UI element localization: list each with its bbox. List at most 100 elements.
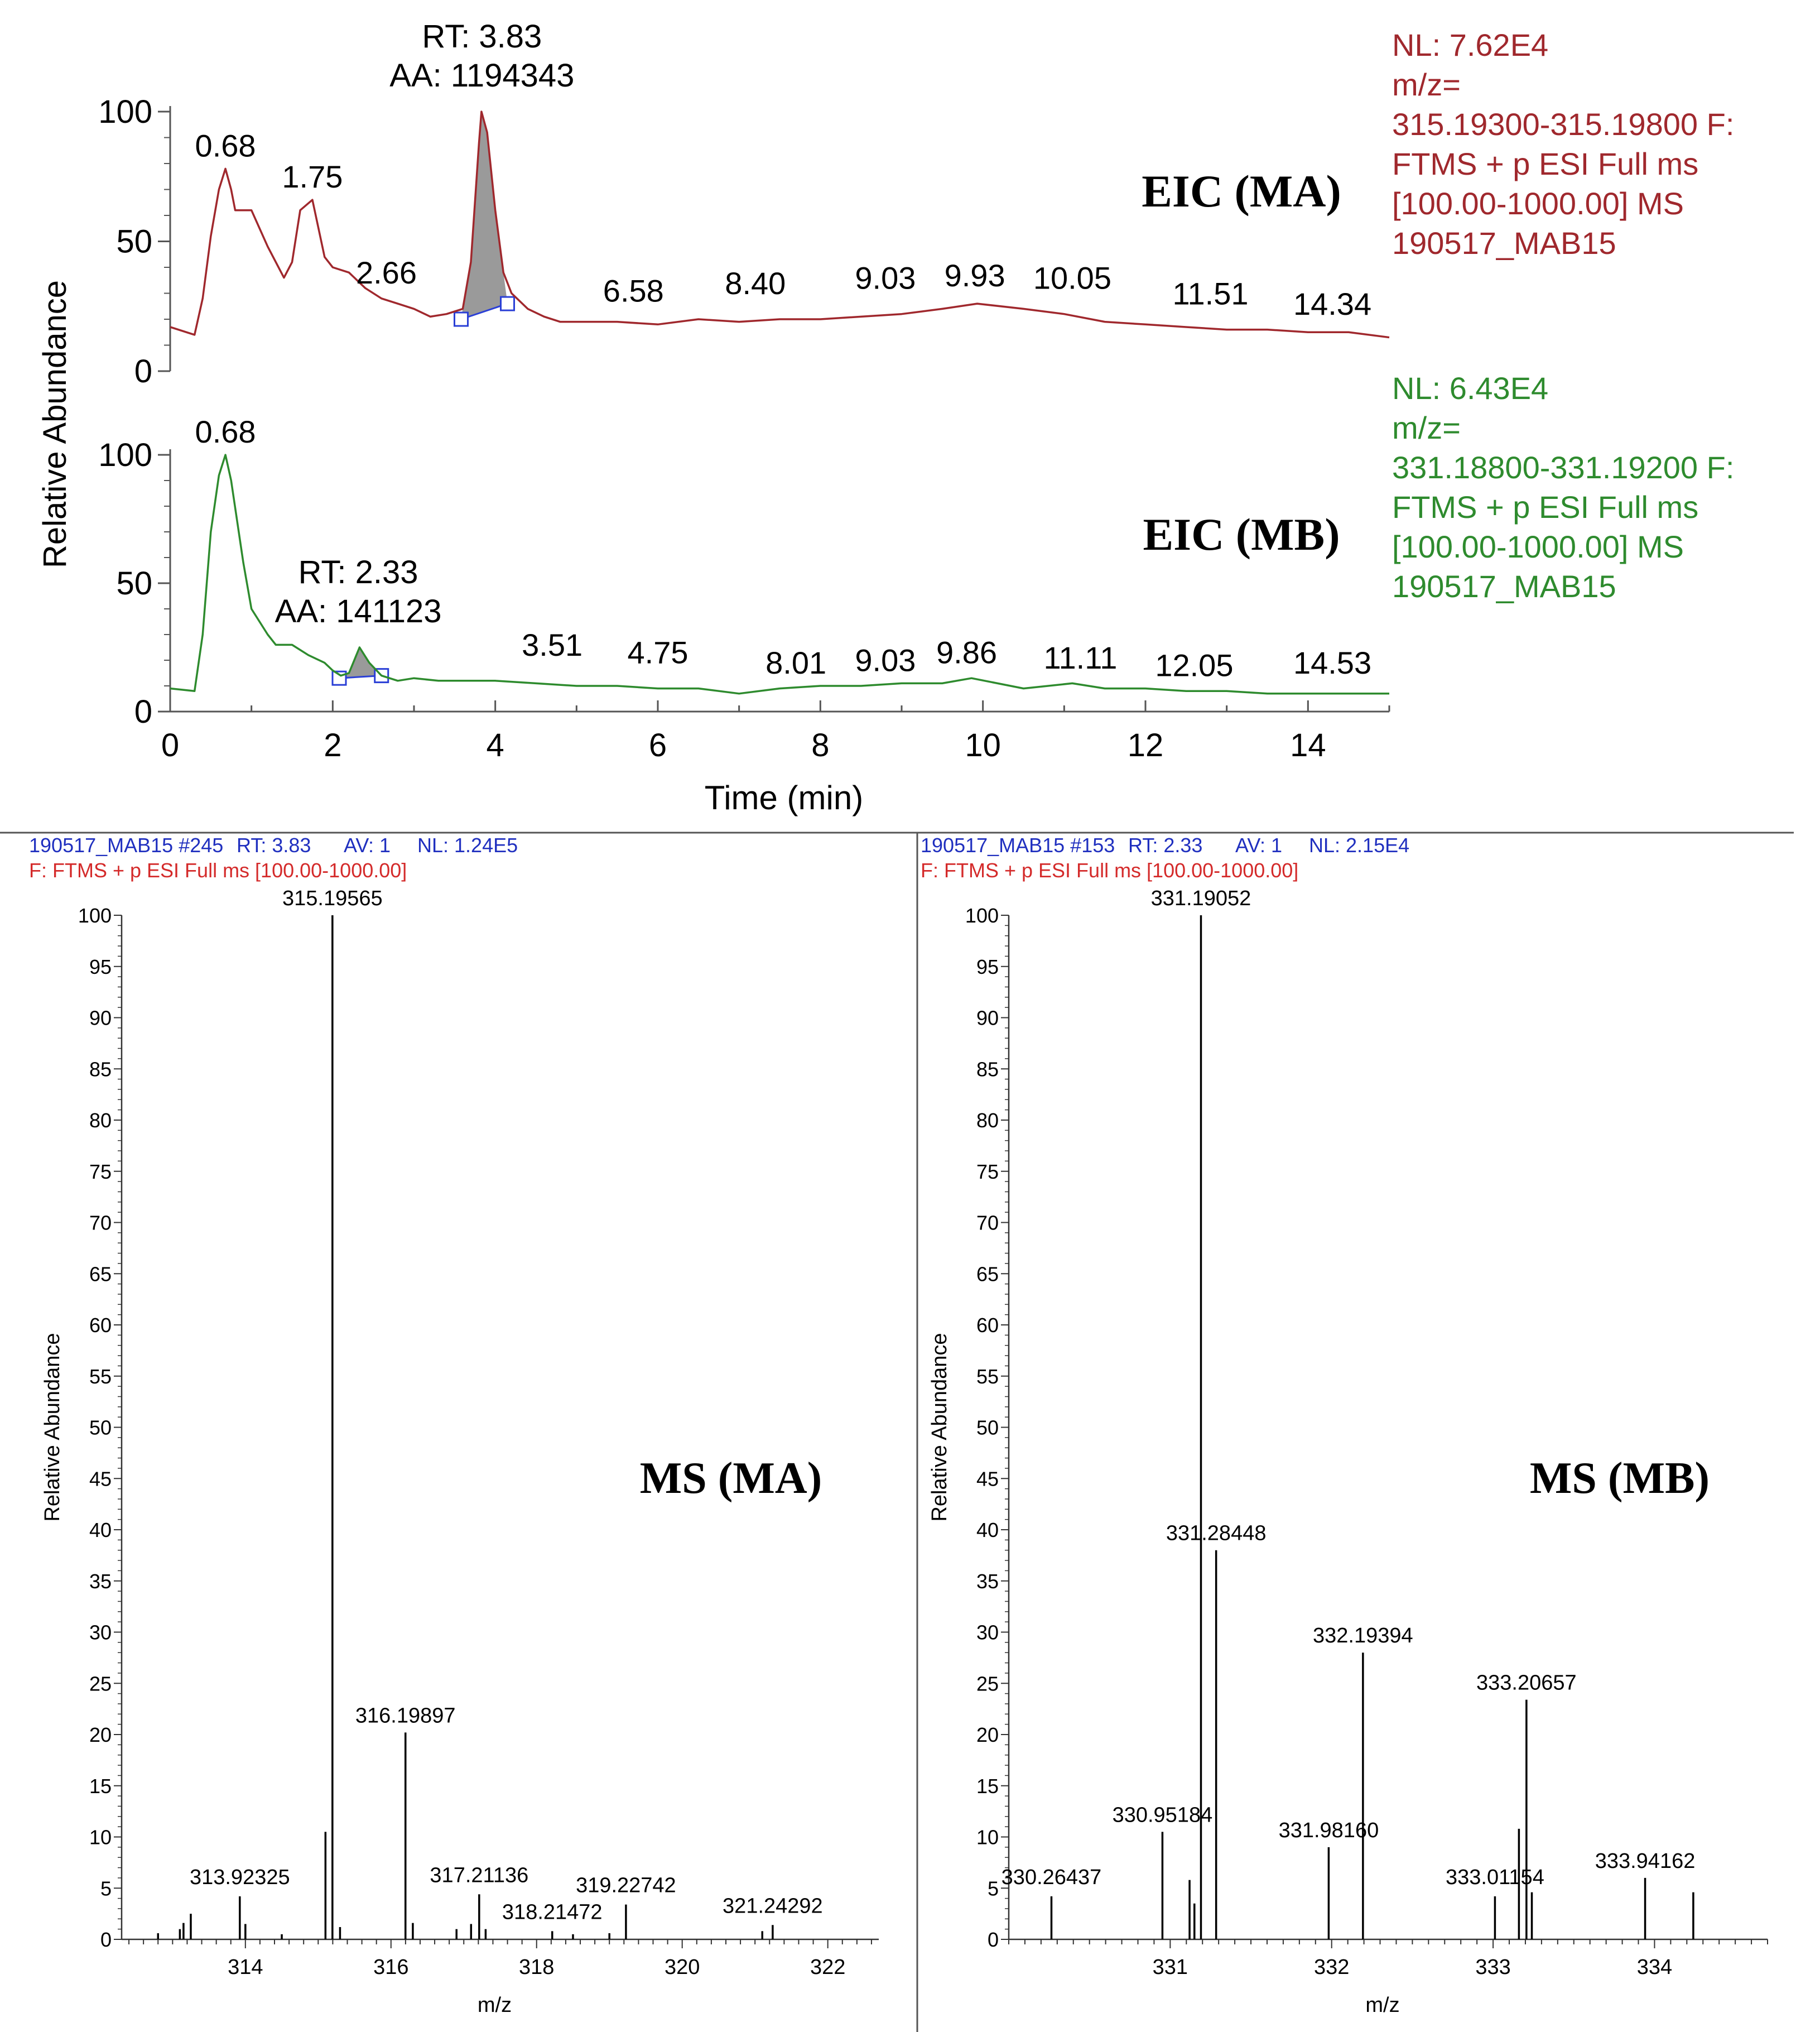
- ms-y-tick-label: 90: [976, 1007, 999, 1030]
- eic-x-tick-label: 6: [649, 727, 667, 763]
- eic-info-line: 190517_MAB15: [1392, 225, 1616, 261]
- ms-y-tick-label: 85: [976, 1058, 999, 1080]
- eic-x-tick-label: 8: [811, 727, 829, 763]
- eic-title: EIC (MA): [1142, 166, 1341, 217]
- eic-info-line: FTMS + p ESI Full ms: [1392, 489, 1698, 525]
- ms-y-tick-label: 45: [976, 1467, 999, 1490]
- eic-y-tick-label: 50: [116, 224, 152, 260]
- ms-y-tick-label: 20: [976, 1723, 999, 1746]
- ms-y-tick-label: 25: [89, 1672, 112, 1695]
- ms-x-tick-label: 334: [1637, 1956, 1672, 1979]
- eic-info-line: 190517_MAB15: [1392, 569, 1616, 604]
- ms-y-tick-label: 100: [78, 904, 112, 927]
- ms-y-tick-label: 95: [89, 955, 112, 978]
- ms-y-tick-label: 25: [976, 1672, 999, 1695]
- ms-y-tick-label: 85: [89, 1058, 112, 1080]
- ms-y-tick-label: 0: [100, 1928, 112, 1951]
- ms-peak-label: 330.95184: [1113, 1803, 1213, 1827]
- ms-y-tick-label: 5: [988, 1877, 999, 1900]
- peak-time-label: 3.51: [522, 627, 582, 662]
- peak-rt-label: RT: 3.83: [422, 18, 542, 55]
- ms-y-tick-label: 70: [89, 1212, 112, 1234]
- peak-boundary-marker: [500, 296, 516, 311]
- ms-header-field: RT: 2.33: [1128, 834, 1202, 857]
- ms-peak-label: 333.01154: [1446, 1866, 1544, 1889]
- ms-title: MS (MB): [1530, 1454, 1710, 1503]
- ms-peak-label: 333.94162: [1595, 1850, 1696, 1873]
- ms-x-tick-label: 320: [665, 1956, 700, 1979]
- ms-y-tick-label: 0: [988, 1928, 999, 1951]
- peak-time-label: 2.66: [356, 255, 417, 290]
- peak-time-label: 0.68: [195, 414, 256, 449]
- peak-time-label: 9.03: [855, 642, 916, 678]
- peak-area: [339, 647, 382, 679]
- ms-x-tick-label: 331: [1153, 1956, 1188, 1979]
- peak-time-label: 8.40: [725, 266, 786, 301]
- ms-y-tick-label: 30: [89, 1621, 112, 1644]
- eic-y-tick-label: 100: [98, 437, 152, 473]
- ms-y-axis-label: Relative Abundance: [928, 1333, 951, 1521]
- eic-chart-mb: 0 50 100 0 2 4 6 8 10 12 14 0.68 3.51 4.75 8.01 9.03 9.8…: [98, 371, 1734, 763]
- eic-x-tick-label: 0: [161, 727, 179, 763]
- peak-time-label: 12.05: [1155, 648, 1233, 683]
- eic-info-line: 331.18800-331.19200 F:: [1392, 450, 1734, 485]
- peak-time-label: 14.53: [1293, 645, 1371, 680]
- peak-time-label: 1.75: [282, 159, 343, 194]
- eic-y-axis-label: Relative Abundance: [37, 280, 73, 568]
- ms-header-field: AV: 1: [344, 834, 391, 857]
- ms-x-tick-label: 314: [228, 1956, 263, 1979]
- ms-peak-label: 318.21472: [502, 1900, 603, 1924]
- peak-time-label: 9.86: [936, 635, 997, 670]
- ms-y-tick-label: 30: [976, 1621, 999, 1644]
- peak-area-label: AA: 141123: [275, 593, 442, 630]
- eic-title: EIC (MB): [1143, 509, 1340, 560]
- ms-y-tick-label: 45: [89, 1467, 112, 1490]
- ms-y-tick-label: 80: [89, 1109, 112, 1132]
- eic-info-line: FTMS + p ESI Full ms: [1392, 146, 1698, 181]
- ms-y-tick-label: 50: [89, 1416, 112, 1439]
- eic-trace: [170, 454, 1389, 695]
- ms-y-tick-label: 60: [976, 1314, 999, 1337]
- ms-x-tick-label: 316: [373, 1956, 408, 1979]
- eic-info-line: m/z=: [1392, 67, 1461, 102]
- ms-peak-label: 333.20657: [1476, 1671, 1577, 1695]
- ms-header-filter: F: FTMS + p ESI Full ms [100.00-1000.00]: [921, 859, 1298, 882]
- eic-x-axis-label: Time (min): [705, 779, 863, 816]
- peak-time-label: 4.75: [628, 635, 688, 670]
- ms-peak-label: 316.19897: [355, 1704, 456, 1727]
- ms-y-tick-label: 5: [100, 1877, 112, 1900]
- peak-area-label: AA: 1194343: [389, 57, 574, 94]
- ms-spectrum-ma: 190517_MAB15 #245 RT: 3.83 AV: 1 NL: 1.24E5…: [29, 834, 879, 2017]
- eic-x-tick-label: 10: [965, 727, 1001, 763]
- eic-info-line: 315.19300-315.19800 F:: [1392, 107, 1734, 142]
- ms-y-tick-label: 35: [89, 1570, 112, 1593]
- ms-y-tick-label: 35: [976, 1570, 999, 1593]
- eic-x-tick-label: 4: [487, 727, 504, 763]
- ms-x-tick-label: 333: [1475, 1956, 1510, 1979]
- ms-x-tick-label: 322: [810, 1956, 845, 1979]
- eic-trace: [170, 111, 1390, 339]
- ms-y-tick-label: 40: [976, 1519, 999, 1541]
- ms-y-tick-label: 55: [976, 1365, 999, 1388]
- ms-y-tick-label: 60: [89, 1314, 112, 1337]
- eic-info-line: [100.00-1000.00] MS: [1392, 186, 1684, 221]
- ms-peak-label: 315.19565: [282, 887, 383, 910]
- ms-peak-label: 321.24292: [723, 1894, 823, 1918]
- ms-peak-label: 313.92325: [190, 1866, 290, 1889]
- ms-y-tick-label: 90: [89, 1007, 112, 1030]
- ms-y-tick-label: 10: [89, 1826, 112, 1849]
- eic-info-line: m/z=: [1392, 410, 1461, 445]
- ms-header-field: NL: 2.15E4: [1309, 834, 1409, 857]
- ms-y-tick-label: 80: [976, 1109, 999, 1132]
- ms-x-tick-label: 332: [1314, 1956, 1349, 1979]
- eic-y-tick-label: 0: [134, 694, 152, 730]
- eic-info-line: [100.00-1000.00] MS: [1392, 529, 1684, 564]
- peak-time-label: 6.58: [603, 273, 664, 309]
- ms-x-axis-label: m/z: [478, 1993, 512, 2017]
- eic-x-tick-label: 14: [1290, 727, 1326, 763]
- ms-header-filter: F: FTMS + p ESI Full ms [100.00-1000.00]: [29, 859, 407, 882]
- ms-y-tick-label: 70: [976, 1212, 999, 1234]
- ms-peak-label: 319.22742: [576, 1874, 676, 1898]
- ms-spectrum-mb: 190517_MAB15 #153 RT: 2.33 AV: 1 NL: 2.15E4…: [921, 834, 1768, 2017]
- ms-x-tick-label: 318: [519, 1956, 554, 1979]
